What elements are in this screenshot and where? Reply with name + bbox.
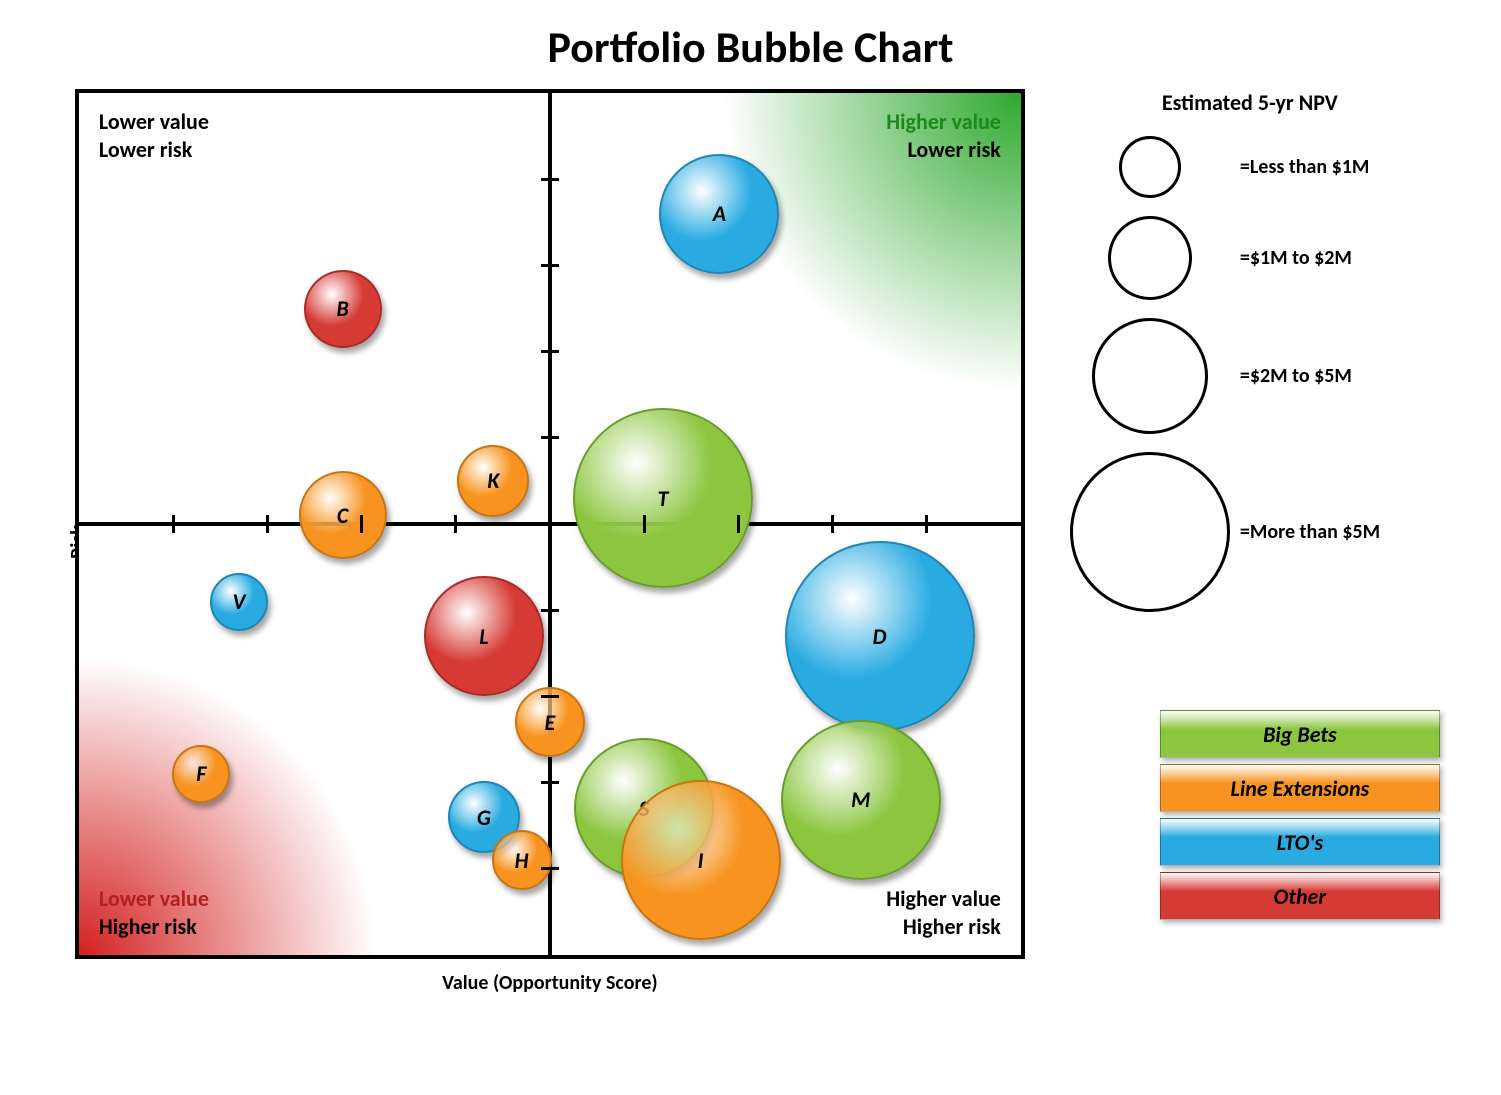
axis-tick [541, 867, 559, 870]
color-legend-line_extensions: Line Extensions [1160, 764, 1440, 812]
bubble-c: C [299, 471, 387, 559]
bubble-i: I [621, 780, 781, 940]
quadrant-label-bottom-right: Higher value Higher risk [886, 885, 1001, 940]
axis-tick [360, 515, 363, 533]
x-axis-label: Value (Opportunity Score) [442, 971, 658, 995]
size-legend-row: =Less than $1M [1060, 136, 1440, 198]
color-legend-other: Other [1160, 872, 1440, 920]
size-legend-row: =More than $5M [1060, 452, 1440, 612]
color-legend: Big Bets Line Extensions LTO's Other [1060, 710, 1440, 920]
axis-tick [266, 515, 269, 533]
size-legend-label: =More than $5M [1240, 520, 1380, 544]
chart-title: Portfolio Bubble Chart [548, 20, 954, 74]
axis-tick [172, 515, 175, 533]
axis-tick [541, 781, 559, 784]
color-legend-big_bets: Big Bets [1160, 710, 1440, 758]
bubble-d: D [785, 541, 975, 731]
axis-tick [541, 178, 559, 181]
size-legend-circle [1108, 216, 1192, 300]
size-legend-label: =Less than $1M [1240, 155, 1370, 179]
bubble-t: T [573, 408, 753, 588]
bubble-v: V [210, 573, 268, 631]
size-legend-label: =$1M to $2M [1240, 246, 1352, 270]
size-legend-title: Estimated 5-yr NPV [1060, 89, 1440, 116]
main-area: Risk Lower value Lower risk Higher value… [61, 89, 1440, 995]
size-legend-circle [1119, 136, 1181, 198]
quadrant-label-top-right: Higher value Lower risk [886, 108, 1001, 163]
bubble-l: L [424, 576, 544, 696]
axis-tick [925, 515, 928, 533]
chart-container: Portfolio Bubble Chart Risk Lower value … [20, 20, 1481, 995]
axis-tick [454, 515, 457, 533]
axis-tick [541, 609, 559, 612]
size-legend-label: =$2M to $5M [1240, 364, 1352, 388]
bubble-chart-plot: Lower value Lower risk Higher value Lowe… [75, 89, 1025, 959]
bubble-a: A [659, 154, 779, 274]
size-legend-circle [1092, 318, 1208, 434]
bubble-b: B [304, 270, 382, 348]
quadrant-label-bottom-left: Lower value Higher risk [99, 885, 209, 940]
axis-tick [643, 515, 646, 533]
axis-tick [541, 264, 559, 267]
axis-tick [541, 695, 559, 698]
bubble-h: H [492, 830, 552, 890]
bubble-k: K [457, 445, 529, 517]
axis-tick [831, 515, 834, 533]
size-legend-circle [1070, 452, 1230, 612]
bubble-m: M [781, 720, 941, 880]
axis-tick [541, 436, 559, 439]
size-legend: =Less than $1M =$1M to $2M =$2M to $5M =Mor… [1060, 136, 1440, 630]
bubble-f: F [172, 745, 230, 803]
legend-column: Estimated 5-yr NPV =Less than $1M =$1M to… [1060, 89, 1440, 920]
color-legend-ltos: LTO's [1160, 818, 1440, 866]
chart-wrapper: Lower value Lower risk Higher value Lowe… [75, 89, 1025, 995]
quadrant-label-top-left: Lower value Lower risk [99, 108, 209, 163]
axis-tick [737, 515, 740, 533]
size-legend-row: =$2M to $5M [1060, 318, 1440, 434]
size-legend-row: =$1M to $2M [1060, 216, 1440, 300]
axis-tick [541, 350, 559, 353]
